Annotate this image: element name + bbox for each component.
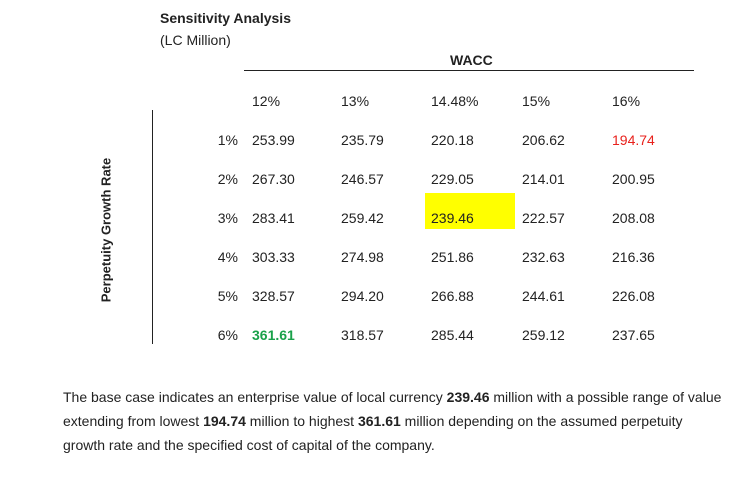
row-label-3: 4% <box>217 249 238 265</box>
base-case-highlight <box>425 193 515 229</box>
table-cell: 266.88 <box>431 288 474 304</box>
summary-text-2: million with a possible range of value e… <box>63 389 722 429</box>
table-cell: 220.18 <box>431 132 474 148</box>
highest-value: 361.61 <box>357 413 401 429</box>
column-header-3: 15% <box>522 93 551 109</box>
table-cell: 294.20 <box>341 288 384 304</box>
summary-text-4: million depending on the assumed perpetu… <box>63 413 683 453</box>
summary-paragraph: The base case indicates an enterprise va… <box>63 385 723 457</box>
row-label-2: 3% <box>217 210 238 226</box>
table-cell: 259.12 <box>522 327 565 343</box>
table-cell: 226.08 <box>612 288 655 304</box>
column-header-2: 14.48% <box>431 93 479 109</box>
table-cell: 206.62 <box>522 132 565 148</box>
row-label-0: 1% <box>217 132 238 148</box>
table-cell: 267.30 <box>252 171 295 187</box>
table-cell: 259.42 <box>341 210 384 226</box>
growth-axis-rule <box>152 110 153 344</box>
table-cell: 235.79 <box>341 132 384 148</box>
column-header-4: 16% <box>612 93 641 109</box>
summary-text-1: The base case indicates an enterprise va… <box>63 389 447 405</box>
table-cell: 194.74 <box>612 132 655 148</box>
table-cell: 253.99 <box>252 132 295 148</box>
table-cell: 237.65 <box>612 327 655 343</box>
row-label-4: 5% <box>217 288 238 304</box>
table-cell: 239.46 <box>431 210 474 226</box>
table-cell: 200.95 <box>612 171 655 187</box>
table-cell: 318.57 <box>341 327 384 343</box>
table-cell: 283.41 <box>252 210 295 226</box>
table-cell: 328.57 <box>252 288 295 304</box>
table-cell: 208.08 <box>612 210 655 226</box>
table-cell: 214.01 <box>522 171 565 187</box>
wacc-axis-rule <box>244 70 694 71</box>
table-cell: 232.63 <box>522 249 565 265</box>
table-cell: 361.61 <box>252 327 295 343</box>
table-cell: 274.98 <box>341 249 384 265</box>
column-header-1: 13% <box>341 93 370 109</box>
summary-text-3: million to highest <box>245 413 358 429</box>
lowest-value: 194.74 <box>203 413 246 429</box>
table-cell: 285.44 <box>431 327 474 343</box>
base-case-value: 239.46 <box>446 389 490 405</box>
table-cell: 244.61 <box>522 288 565 304</box>
table-cell: 229.05 <box>431 171 474 187</box>
row-label-5: 6% <box>217 327 238 343</box>
wacc-axis-label: WACC <box>450 52 493 68</box>
table-title: Sensitivity Analysis <box>160 10 291 26</box>
table-cell: 303.33 <box>252 249 295 265</box>
column-header-0: 12% <box>252 93 281 109</box>
table-cell: 251.86 <box>431 249 474 265</box>
table-cell: 216.36 <box>612 249 655 265</box>
table-cell: 222.57 <box>522 210 565 226</box>
growth-axis-label: Perpetuity Growth Rate <box>98 157 114 303</box>
table-unit-label: (LC Million) <box>160 32 231 48</box>
table-cell: 246.57 <box>341 171 384 187</box>
row-label-1: 2% <box>217 171 238 187</box>
